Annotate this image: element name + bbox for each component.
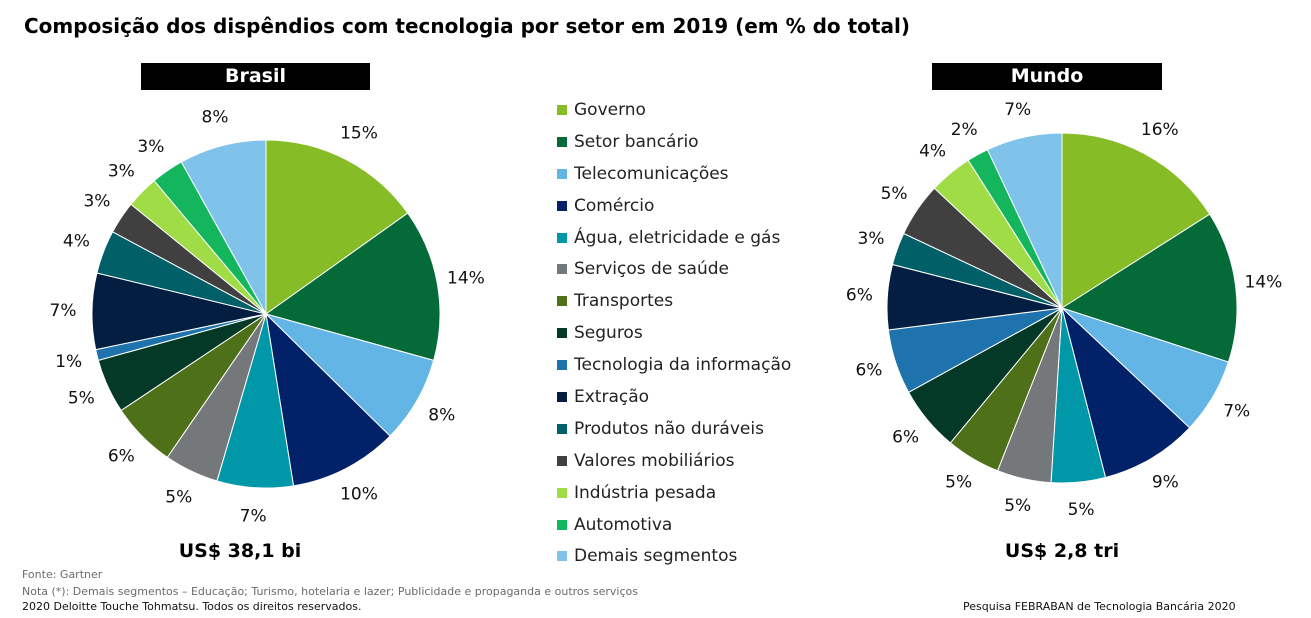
legend-label: Água, eletricidade e gás (574, 227, 781, 248)
legend-label: Transportes (574, 291, 674, 312)
legend-label: Serviços de saúde (574, 259, 729, 280)
legend-swatch (557, 264, 567, 275)
legend-swatch (557, 232, 567, 243)
legend-item: Comércio (557, 190, 857, 222)
legend-swatch (557, 296, 567, 307)
brasil-slice-label-1: 14% (447, 269, 485, 289)
mundo-slice-label-11: 5% (881, 184, 908, 204)
mundo-slice-label-8: 6% (855, 361, 882, 381)
legend-swatch (557, 487, 567, 498)
legend-swatch (557, 551, 567, 562)
brasil-slice-label-4: 7% (240, 507, 267, 527)
brasil-slice-label-14: 8% (202, 108, 229, 128)
mundo-slice-3 (1061, 306, 1191, 479)
chart-title: Composição dos dispêndios com tecnologia… (24, 14, 910, 38)
legend-item: Indústria pesada (557, 477, 857, 509)
brasil-slice-1 (264, 212, 441, 361)
legend-label: Produtos não duráveis (574, 418, 764, 439)
mundo-slice-label-14: 7% (1004, 100, 1031, 120)
copyright: 2020 Deloitte Touche Tohmatsu. Todos os … (22, 600, 362, 613)
brasil-slice-label-10: 4% (63, 232, 90, 252)
footnote: Nota (*): Demais segmentos – Educação; T… (22, 585, 638, 598)
legend-item: Água, eletricidade e gás (557, 222, 857, 254)
mundo-slice-14 (986, 132, 1063, 309)
mundo-slice-label-1: 14% (1245, 273, 1283, 293)
legend-item: Telecomunicações (557, 158, 857, 190)
brasil-slice-0 (265, 139, 409, 315)
legend-swatch (557, 168, 567, 179)
mundo-slice-label-2: 7% (1223, 401, 1250, 421)
brasil-total: US$ 38,1 bi (178, 540, 302, 562)
brasil-slice-3 (265, 312, 391, 487)
mundo-slice-label-9: 6% (846, 285, 873, 305)
legend-item: Demais segmentos (557, 540, 857, 572)
brasil-header: Brasil (141, 63, 370, 90)
brasil-slice-label-12: 3% (108, 162, 135, 182)
legend-item: Tecnologia da informação (557, 349, 857, 381)
mundo-slice-label-3: 9% (1152, 473, 1179, 493)
legend-label: Comércio (574, 195, 655, 216)
legend-label: Tecnologia da informação (574, 355, 792, 376)
legend-item: Produtos não duráveis (557, 413, 857, 445)
legend-swatch (557, 136, 567, 147)
brasil-slice-label-6: 6% (108, 446, 135, 466)
legend-swatch (557, 328, 567, 339)
survey-credit: Pesquisa FEBRABAN de Tecnologia Bancária… (963, 600, 1236, 613)
legend-item: Transportes (557, 285, 857, 317)
brasil-slice-14 (180, 139, 267, 316)
legend-label: Extração (574, 386, 650, 407)
legend-item: Serviços de saúde (557, 253, 857, 285)
legend-label: Indústria pesada (574, 482, 717, 503)
brasil-slice-label-13: 3% (137, 137, 164, 157)
mundo-slice-label-4: 5% (1068, 500, 1095, 520)
legend-label: Seguros (574, 323, 643, 344)
legend-label: Governo (574, 99, 646, 120)
legend-swatch (557, 519, 567, 530)
mundo-slice-1 (1060, 213, 1238, 363)
legend-swatch (557, 391, 567, 402)
legend-swatch (557, 423, 567, 434)
mundo-header: Mundo (932, 63, 1162, 90)
legend-item: Valores mobiliários (557, 445, 857, 477)
mundo-slice-label-5: 5% (1004, 496, 1031, 516)
mundo-slice-label-6: 5% (945, 473, 972, 493)
mundo-slice-label-13: 2% (951, 120, 978, 140)
legend-item: Automotiva (557, 509, 857, 541)
brasil-slice-label-9: 7% (50, 301, 77, 321)
mundo-slice-0 (1061, 132, 1211, 309)
brasil-slice-label-2: 8% (428, 406, 455, 426)
brasil-slice-label-3: 10% (340, 484, 378, 504)
legend: Governo Setor bancário Telecomunicações … (557, 94, 857, 572)
source-note: Fonte: Gartner (22, 568, 103, 581)
brasil-slice-label-0: 15% (340, 124, 378, 144)
legend-swatch (557, 200, 567, 211)
legend-item: Seguros (557, 317, 857, 349)
legend-item: Governo (557, 94, 857, 126)
legend-label: Valores mobiliários (574, 450, 735, 471)
legend-swatch (557, 360, 567, 371)
brasil-slice-2 (264, 313, 435, 437)
mundo-slice-label-7: 6% (892, 427, 919, 447)
legend-label: Telecomunicações (574, 163, 729, 184)
brasil-slice-label-8: 1% (55, 352, 82, 372)
legend-swatch (557, 104, 567, 115)
mundo-slice-label-12: 4% (919, 142, 946, 162)
brasil-slice-label-5: 5% (165, 487, 192, 507)
legend-label: Setor bancário (574, 131, 699, 152)
legend-item: Setor bancário (557, 126, 857, 158)
mundo-slice-label-0: 16% (1141, 120, 1179, 140)
legend-label: Demais segmentos (574, 546, 738, 567)
legend-label: Automotiva (574, 514, 673, 535)
brasil-slice-label-11: 3% (83, 192, 110, 212)
legend-swatch (557, 455, 567, 466)
mundo-slice-label-10: 3% (858, 229, 885, 249)
legend-item: Extração (557, 381, 857, 413)
brasil-slice-label-7: 5% (68, 388, 95, 408)
mundo-total: US$ 2,8 tri (1004, 540, 1120, 562)
